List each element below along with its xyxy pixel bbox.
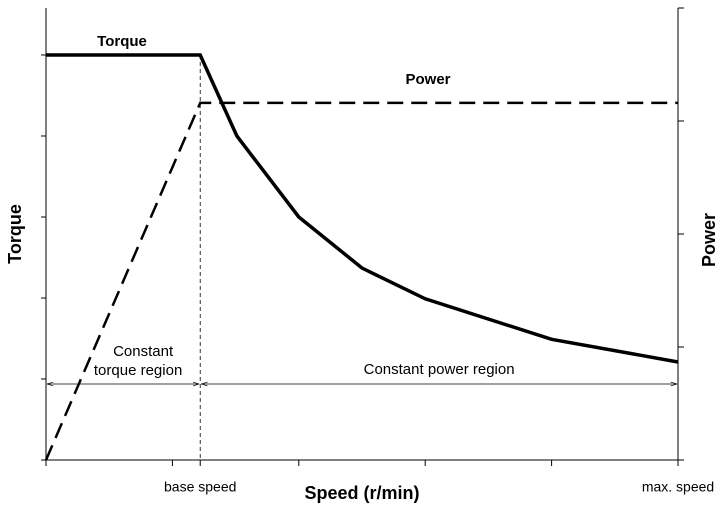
annotation: Constant [113, 343, 174, 360]
y-axis-label: Torque [5, 204, 25, 264]
line [44, 101, 678, 461]
annotation: torque region [94, 362, 182, 379]
x-tick-label: max. speed [642, 479, 714, 495]
annotation: Constant power region [364, 361, 515, 378]
x-axis-label: Speed (r/min) [304, 483, 419, 503]
series-label: Torque [97, 33, 147, 50]
series-label: Power [405, 71, 450, 88]
y2-axis-label: Power [699, 213, 719, 267]
line [46, 53, 679, 364]
x-tick-label: base speed [164, 479, 236, 495]
